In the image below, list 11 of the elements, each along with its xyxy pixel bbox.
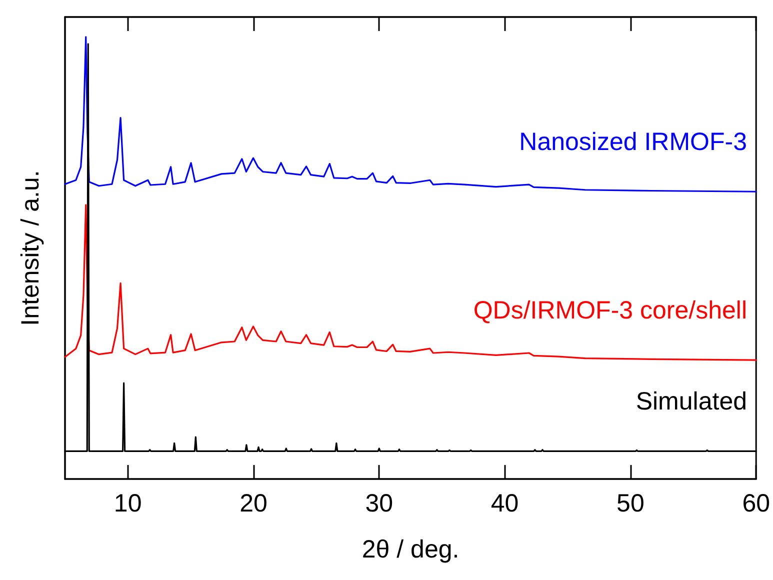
x-axis-title: 2θ / deg. — [362, 536, 460, 564]
x-tick-label: 10 — [114, 490, 142, 518]
x-tick-label: 50 — [616, 490, 644, 518]
series-label: QDs/IRMOF-3 core/shell — [473, 296, 748, 325]
x-tick-label: 60 — [742, 490, 770, 518]
series-label: Simulated — [636, 388, 748, 416]
x-tick-label: 40 — [490, 490, 519, 518]
y-axis-title: Intensity / a.u. — [16, 170, 44, 326]
x-tick-label: 30 — [365, 490, 394, 518]
series-label: Nanosized IRMOF-3 — [519, 128, 748, 156]
x-tick-label: 20 — [240, 490, 268, 518]
